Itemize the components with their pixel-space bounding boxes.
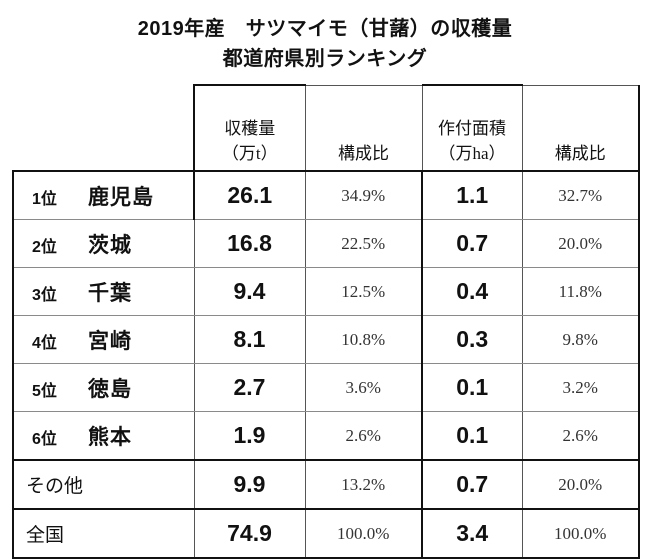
prefecture-label: 千葉 [88, 281, 132, 305]
header-area-share-label: 構成比 [554, 144, 606, 163]
table-row: 2位 茨城 16.8 22.5% 0.7 20.0% [12, 219, 640, 268]
header-group-yield: 収穫量 （万t） [193, 84, 305, 172]
yield-value: 74.9 [194, 508, 306, 559]
yield-share-value: 10.8% [305, 315, 423, 364]
header-area-label: 作付面積 [438, 119, 506, 138]
summary-label: 全国 [26, 525, 65, 546]
area-share-value: 9.8% [522, 315, 640, 364]
table-row-total: 全国 74.9 100.0% 3.4 100.0% [12, 508, 640, 559]
area-value: 0.1 [421, 363, 523, 412]
table-row: 4位 宮崎 8.1 10.8% 0.3 9.8% [12, 315, 640, 364]
ranking-table: 収穫量 （万t） 構成比 作付面積 （万ha） 構成比 [12, 84, 640, 559]
header-yield-share: 構成比 [304, 84, 422, 172]
yield-value: 2.7 [194, 363, 306, 412]
prefecture-label: 鹿児島 [88, 185, 154, 209]
area-share-value: 100.0% [522, 508, 640, 559]
table-header: 収穫量 （万t） 構成比 作付面積 （万ha） 構成比 [13, 84, 640, 172]
rank-label: 2位 [32, 238, 57, 256]
yield-value: 16.8 [194, 219, 306, 268]
row-name-cell: 全国 [12, 508, 195, 559]
rank-label: 3位 [32, 286, 57, 304]
yield-share-value: 12.5% [305, 267, 423, 316]
area-share-value: 11.8% [522, 267, 640, 316]
summary-label: その他 [26, 476, 84, 497]
yield-share-value: 22.5% [305, 219, 423, 268]
title-line-1: 2019年産 サツマイモ（甘藷）の収穫量 [137, 18, 513, 40]
prefecture-label: 徳島 [88, 377, 132, 401]
area-share-value: 2.6% [522, 411, 640, 461]
area-value: 0.1 [421, 411, 523, 461]
row-name-cell: 5位 徳島 [12, 363, 195, 412]
table-row: 1位 鹿児島 26.1 34.9% 1.1 32.7% [12, 170, 640, 220]
row-name-cell: 4位 宮崎 [12, 315, 195, 364]
area-value: 0.7 [421, 459, 523, 510]
area-value: 0.7 [421, 219, 523, 268]
header-yield-unit: （万t） [221, 144, 278, 163]
area-value: 0.4 [421, 267, 523, 316]
area-share-value: 32.7% [522, 170, 640, 220]
page-title: 2019年産 サツマイモ（甘藷）の収穫量 都道府県別ランキング [0, 0, 650, 74]
area-share-value: 3.2% [522, 363, 640, 412]
title-line-2: 都道府県別ランキング [222, 48, 428, 70]
row-name-cell: その他 [12, 459, 195, 510]
table-body: 1位 鹿児島 26.1 34.9% 1.1 32.7% 2位 茨城 16.8 2… [12, 170, 640, 559]
header-area-unit: （万ha） [438, 144, 506, 163]
yield-value: 8.1 [194, 315, 306, 364]
row-name-cell: 1位 鹿児島 [12, 170, 195, 220]
yield-value: 9.9 [194, 459, 306, 510]
rank-label: 4位 [32, 334, 57, 352]
header-yield-share-label: 構成比 [338, 144, 389, 163]
header-group-area: 作付面積 （万ha） [421, 84, 522, 172]
yield-value: 26.1 [193, 170, 306, 220]
prefecture-label: 茨城 [88, 233, 132, 257]
ranking-table-container: 収穫量 （万t） 構成比 作付面積 （万ha） 構成比 [12, 84, 640, 559]
rank-label: 6位 [32, 430, 57, 448]
yield-share-value: 3.6% [305, 363, 423, 412]
area-share-value: 20.0% [522, 219, 640, 268]
area-value: 3.4 [421, 508, 523, 559]
area-value: 1.1 [421, 170, 523, 220]
header-row: 収穫量 （万t） 構成比 作付面積 （万ha） 構成比 [13, 84, 640, 172]
prefecture-label: 熊本 [88, 425, 132, 449]
row-name-cell: 3位 千葉 [12, 267, 195, 316]
header-yield-label: 収穫量 [224, 119, 276, 138]
area-share-value: 20.0% [522, 459, 640, 510]
table-row: 6位 熊本 1.9 2.6% 0.1 2.6% [12, 411, 640, 461]
table-row: 5位 徳島 2.7 3.6% 0.1 3.2% [12, 363, 640, 412]
row-name-cell: 6位 熊本 [12, 411, 195, 461]
yield-share-value: 100.0% [305, 508, 423, 559]
yield-share-value: 2.6% [305, 411, 423, 461]
yield-share-value: 13.2% [305, 459, 423, 510]
yield-share-value: 34.9% [305, 170, 423, 220]
table-row-other: その他 9.9 13.2% 0.7 20.0% [12, 459, 640, 510]
area-value: 0.3 [421, 315, 523, 364]
header-corner-empty [13, 85, 194, 171]
row-name-cell: 2位 茨城 [12, 219, 195, 268]
yield-value: 9.4 [194, 267, 306, 316]
table-row: 3位 千葉 9.4 12.5% 0.4 11.8% [12, 267, 640, 316]
prefecture-label: 宮崎 [88, 329, 132, 353]
rank-label: 1位 [32, 190, 57, 208]
rank-label: 5位 [32, 382, 57, 400]
header-area-share: 構成比 [521, 84, 640, 172]
yield-value: 1.9 [194, 411, 306, 461]
